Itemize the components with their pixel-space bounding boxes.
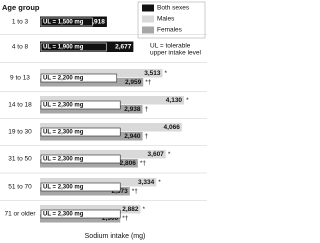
marker: * [158,179,161,186]
value-label: 1,918 [89,19,106,26]
ul-box [40,42,107,52]
note: UL = tolerable [150,43,191,50]
legend-swatch [142,4,154,12]
value-label: 2,806 [120,160,137,167]
legend-label: Females [157,27,183,34]
value-label: 2,677 [115,44,132,51]
value-label: 2,882 [122,206,139,213]
marker: *† [145,79,152,86]
value-label: 2,940 [124,133,141,140]
marker: *† [122,215,129,222]
marker: † [145,133,149,140]
bar [40,69,163,78]
y-tick-label: 1 to 3 [12,19,29,26]
marker: * [165,70,168,77]
legend-label: Males [157,16,175,23]
value-label: 3,513 [144,70,161,77]
bar [40,123,182,132]
marker: * [186,97,189,104]
marker: * [168,151,171,158]
ul-box [40,154,121,164]
value-label: 2,959 [125,79,142,86]
ul-box [40,127,121,137]
marker: *† [140,160,147,167]
value-label: 2,573 [111,188,128,195]
ul-label: UL = 2,300 mg [43,130,84,136]
x-axis-label: Sodium intake (mg) [85,233,146,240]
y-tick-label: 71 or older [4,211,36,218]
ul-label: UL = 1,500 mg [43,20,84,26]
marker: † [144,106,148,113]
ul-label: UL = 1,900 mg [43,45,84,51]
ul-label: UL = 2,200 mg [43,76,84,82]
marker: * [143,206,146,213]
y-tick-label: 4 to 8 [12,44,29,51]
y-tick-label: 14 to 18 [8,102,32,109]
value-label: 4,066 [164,124,181,131]
ul-box [40,182,121,192]
y-tick-label: 31 to 50 [8,156,32,163]
value-label: 3,607 [148,151,165,158]
ul-label: UL = 2,300 mg [43,157,84,163]
value-label: 2,938 [124,106,141,113]
ul-label: UL = 2,300 mg [43,185,84,191]
value-label: 3,334 [138,179,155,186]
ul-label: UL = 2,300 mg [43,212,84,218]
y-tick-label: 9 to 13 [10,75,30,82]
bar [40,150,166,159]
ul-box [40,73,118,83]
note: upper intake level [150,50,202,57]
bar [40,205,141,214]
ul-box [40,100,121,110]
legend-swatch [142,26,154,34]
value-label: 4,130 [166,97,183,104]
ul-box [40,209,121,219]
marker: *† [132,188,139,195]
bar [40,96,185,105]
legend-swatch [142,15,154,23]
ul-label: UL = 2,300 mg [43,103,84,109]
y-tick-label: 19 to 30 [8,129,32,136]
ul-box [40,17,93,27]
y-tick-label: 51 to 70 [8,184,32,191]
bar [40,178,157,187]
value-label: 2,300 [102,215,119,222]
category-header: Age group [2,3,40,12]
legend-label: Both sexes [157,5,190,12]
chart: Age group Sodium intake (mg) Both sexes M… [0,1,207,240]
